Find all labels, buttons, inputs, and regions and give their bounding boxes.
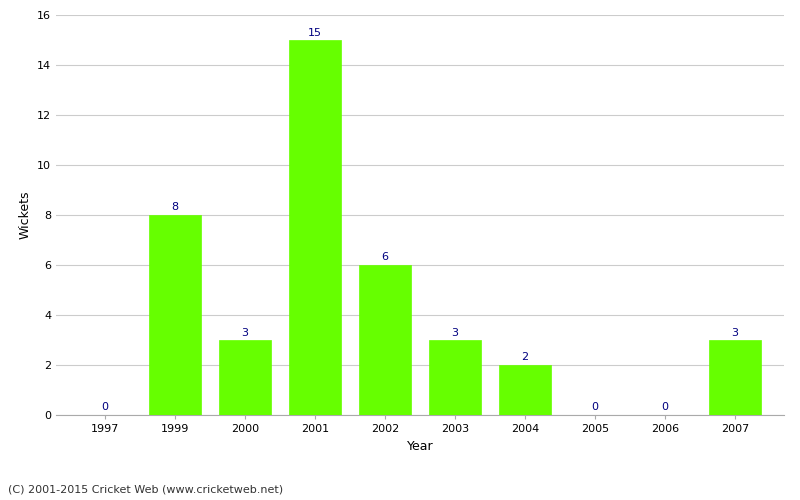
Text: 0: 0 <box>591 402 598 412</box>
Text: 0: 0 <box>102 402 109 412</box>
Bar <box>358 265 411 415</box>
Bar <box>149 215 202 415</box>
Text: 3: 3 <box>242 328 249 338</box>
Bar <box>429 340 482 415</box>
Bar <box>218 340 271 415</box>
Bar <box>289 40 342 415</box>
Text: 2: 2 <box>522 352 529 362</box>
Text: (C) 2001-2015 Cricket Web (www.cricketweb.net): (C) 2001-2015 Cricket Web (www.cricketwe… <box>8 485 283 495</box>
Text: 0: 0 <box>662 402 669 412</box>
Bar <box>498 365 551 415</box>
Text: 15: 15 <box>308 28 322 38</box>
Text: 3: 3 <box>731 328 738 338</box>
Bar <box>709 340 762 415</box>
Text: 3: 3 <box>451 328 458 338</box>
X-axis label: Year: Year <box>406 440 434 452</box>
Text: 8: 8 <box>171 202 178 212</box>
Text: 6: 6 <box>382 252 389 262</box>
Y-axis label: Wickets: Wickets <box>18 190 31 240</box>
